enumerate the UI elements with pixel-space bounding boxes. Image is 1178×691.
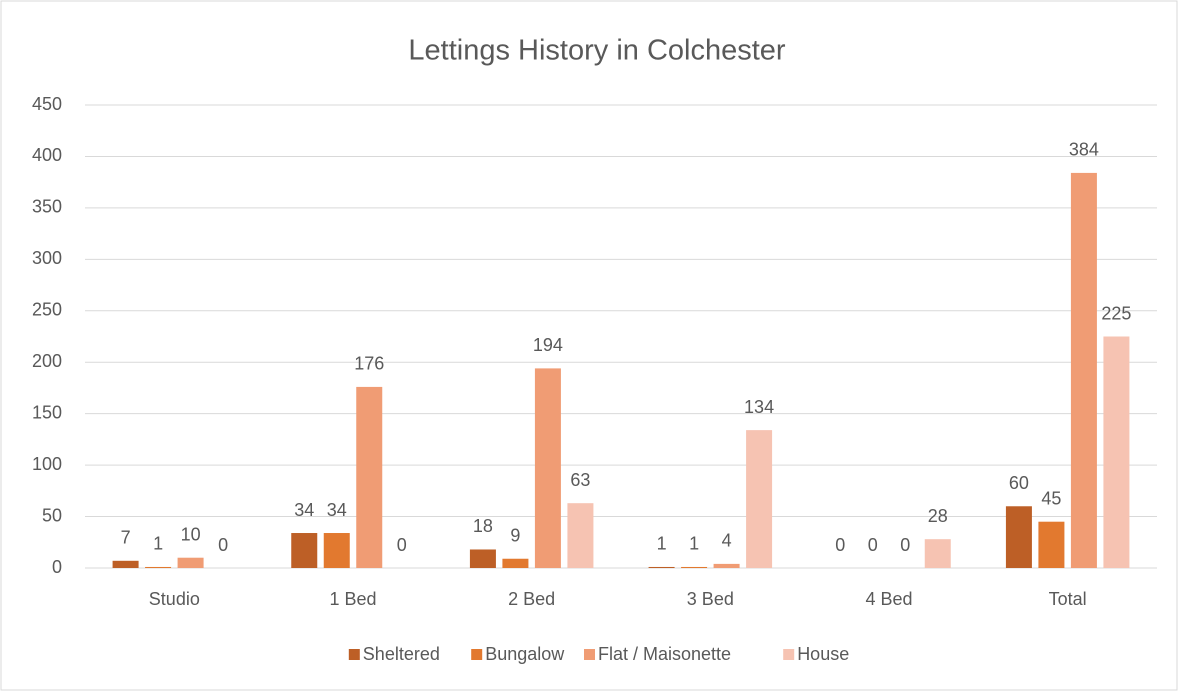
y-tick-label: 100 bbox=[32, 454, 62, 474]
x-tick-label: 2 Bed bbox=[508, 589, 555, 609]
y-tick-label: 400 bbox=[32, 145, 62, 165]
bar bbox=[502, 558, 529, 568]
data-label: 18 bbox=[473, 516, 493, 536]
y-tick-label: 300 bbox=[32, 248, 62, 268]
chart-title: Lettings History in Colchester bbox=[408, 35, 785, 67]
bar bbox=[924, 539, 951, 568]
data-label: 194 bbox=[533, 335, 563, 355]
bar bbox=[1038, 521, 1065, 568]
x-tick-label: 4 Bed bbox=[865, 589, 912, 609]
legend-label: House bbox=[797, 644, 849, 664]
bar bbox=[746, 430, 773, 568]
bar bbox=[291, 533, 318, 568]
legend-swatch bbox=[348, 649, 360, 660]
bar bbox=[323, 533, 350, 568]
y-tick-label: 50 bbox=[42, 505, 62, 525]
bar bbox=[1005, 506, 1032, 568]
data-label: 34 bbox=[294, 500, 314, 520]
x-tick-label: 1 Bed bbox=[329, 589, 376, 609]
y-tick-label: 150 bbox=[32, 402, 62, 422]
bar bbox=[112, 560, 139, 568]
data-label: 4 bbox=[722, 531, 732, 551]
legend-label: Bungalow bbox=[485, 644, 565, 664]
bar bbox=[648, 566, 675, 568]
data-label: 7 bbox=[121, 528, 131, 548]
bar bbox=[177, 557, 204, 568]
bar bbox=[356, 386, 383, 568]
y-tick-label: 0 bbox=[52, 557, 62, 577]
x-tick-label: Studio bbox=[149, 589, 200, 609]
data-label: 45 bbox=[1041, 488, 1061, 508]
legend-label: Sheltered bbox=[363, 644, 440, 664]
bar bbox=[534, 368, 561, 568]
bar bbox=[681, 566, 708, 568]
data-label: 176 bbox=[354, 354, 384, 374]
legend-swatch bbox=[584, 649, 595, 660]
y-tick-label: 450 bbox=[32, 94, 62, 114]
data-label: 134 bbox=[744, 397, 774, 417]
data-label: 34 bbox=[327, 500, 347, 520]
data-label: 60 bbox=[1009, 473, 1029, 493]
data-label: 10 bbox=[181, 524, 201, 544]
bar bbox=[567, 503, 594, 568]
data-label: 28 bbox=[928, 506, 948, 526]
bar bbox=[1103, 336, 1130, 568]
bar bbox=[1070, 172, 1097, 568]
bar bbox=[469, 549, 496, 568]
y-tick-label: 250 bbox=[32, 300, 62, 320]
bar bbox=[145, 566, 172, 568]
legend-swatch bbox=[471, 649, 483, 660]
data-label: 63 bbox=[570, 470, 590, 490]
data-label: 0 bbox=[900, 535, 910, 555]
data-label: 225 bbox=[1101, 303, 1131, 323]
data-label: 0 bbox=[397, 535, 407, 555]
data-label: 1 bbox=[153, 534, 163, 554]
data-label: 1 bbox=[689, 534, 699, 554]
y-tick-label: 350 bbox=[32, 197, 62, 217]
legend-swatch bbox=[783, 649, 795, 660]
x-tick-label: Total bbox=[1049, 589, 1087, 609]
bar bbox=[713, 563, 740, 568]
data-label: 9 bbox=[510, 525, 520, 545]
data-label: 1 bbox=[657, 534, 667, 554]
data-label: 0 bbox=[218, 535, 228, 555]
y-tick-label: 200 bbox=[32, 351, 62, 371]
data-label: 0 bbox=[835, 535, 845, 555]
x-tick-label: 3 Bed bbox=[687, 589, 734, 609]
data-label: 0 bbox=[868, 535, 878, 555]
legend-label: Flat / Maisonette bbox=[598, 644, 731, 664]
data-label: 384 bbox=[1069, 140, 1099, 160]
